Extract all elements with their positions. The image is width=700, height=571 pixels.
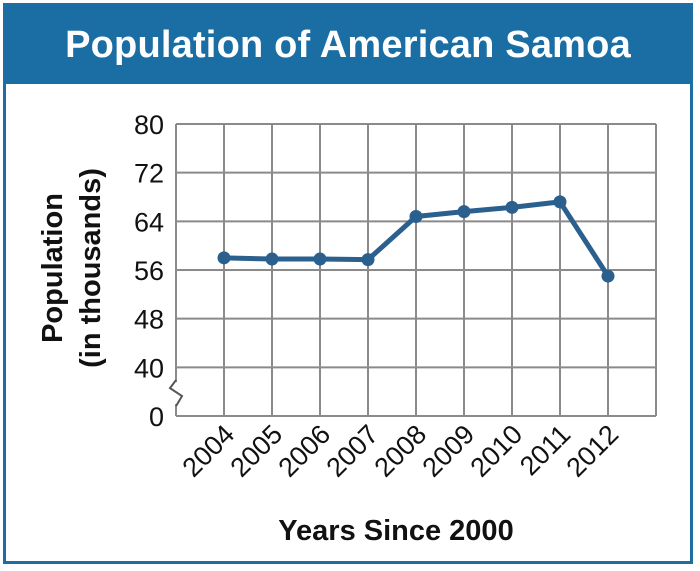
data-point [361, 253, 375, 267]
y-tick-label: 40 [134, 353, 164, 383]
x-tick-label: 2007 [321, 419, 385, 483]
x-tick-label: 2006 [273, 419, 337, 483]
chart-title: Population of American Samoa [65, 23, 631, 66]
data-point [313, 252, 327, 266]
y-tick-label: 72 [134, 159, 164, 189]
x-tick-label: 2012 [561, 419, 625, 483]
x-tick-label: 2004 [177, 419, 241, 483]
y-tick-label: 0 [149, 402, 164, 432]
data-point [601, 269, 615, 283]
y-tick-label: 48 [134, 305, 164, 335]
data-point [457, 205, 471, 219]
x-tick-label: 2010 [465, 419, 529, 483]
y-axis-title-line1: Population [37, 193, 69, 343]
chart-frame: Population of American Samoa [3, 3, 693, 564]
data-point [217, 251, 231, 265]
data-point [505, 200, 519, 214]
data-point [265, 252, 279, 266]
y-tick-label: 56 [134, 256, 164, 286]
x-tick-label: 2011 [514, 419, 576, 481]
data-point [553, 195, 567, 209]
title-bar: Population of American Samoa [6, 6, 690, 84]
axis-break-zigzag [168, 379, 184, 407]
x-tick-label: 2009 [417, 419, 481, 483]
y-tick-labels: 80 72 64 56 48 40 0 [134, 110, 164, 432]
y-tick-label: 64 [134, 207, 164, 237]
series [217, 195, 615, 283]
x-tick-label: 2005 [225, 419, 289, 483]
y-tick-label: 80 [134, 110, 164, 140]
data-point [409, 209, 423, 223]
axis-break [168, 379, 184, 407]
grid [175, 123, 657, 417]
x-tick-label: 2008 [369, 419, 433, 483]
x-axis-title: Years Since 2000 [278, 515, 513, 547]
y-axis-title-line2: (in thousands) [75, 168, 107, 368]
